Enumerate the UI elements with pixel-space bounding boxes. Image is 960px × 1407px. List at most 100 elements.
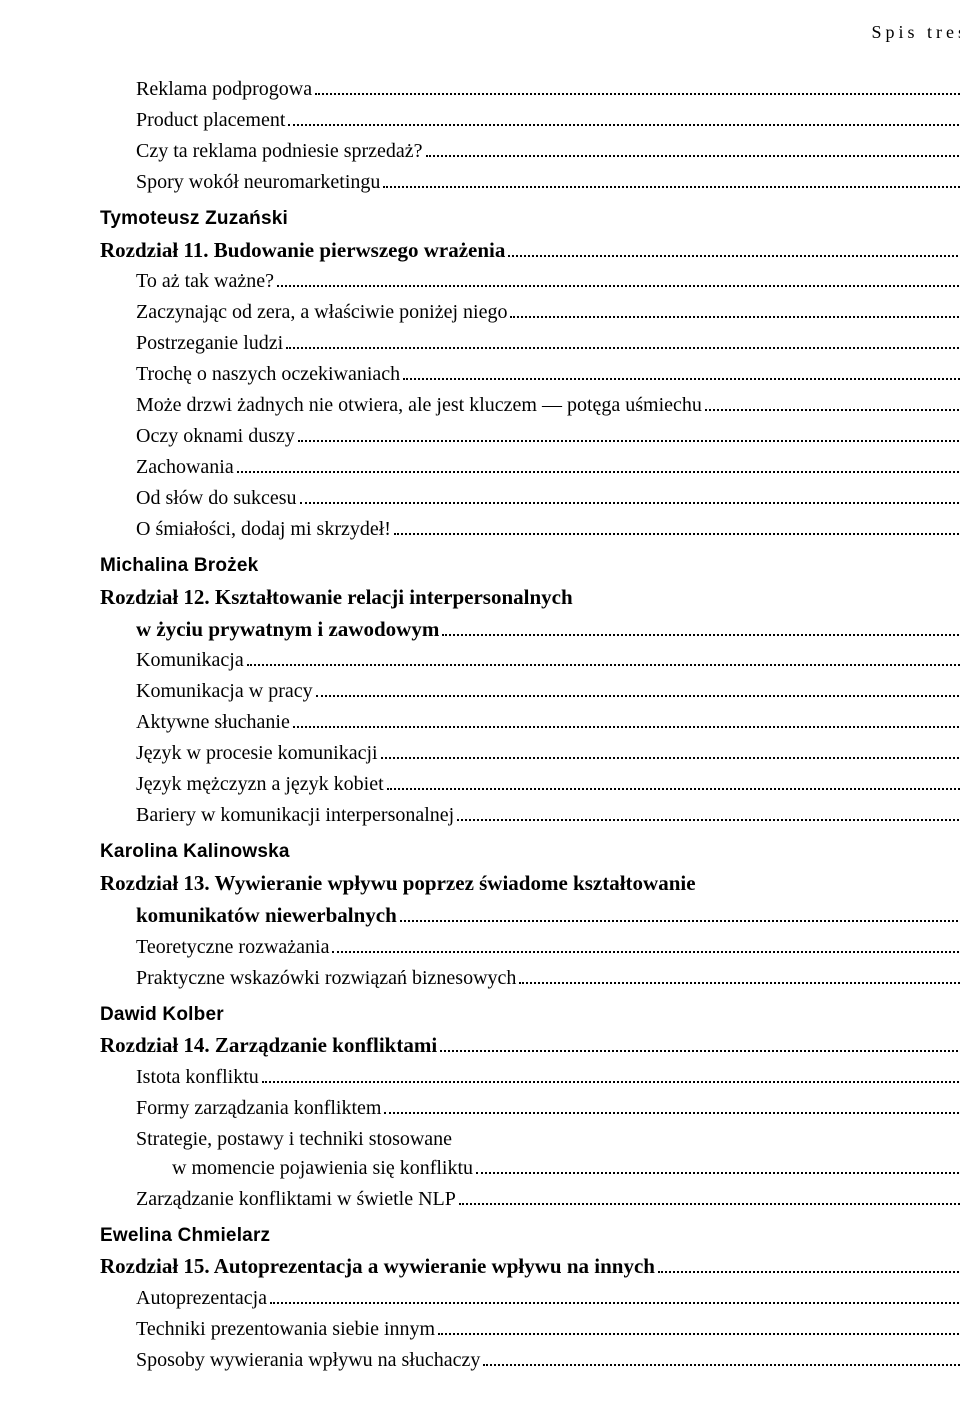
author-name: Ewelina Chmielarz [100,1222,960,1250]
toc-entry: Postrzeganie ludzi 135 [100,329,960,358]
chapter-title: Rozdział 14. Zarządzanie konfliktami [100,1030,437,1060]
chapter-title-text: Rozdział 13. Wywieranie wpływu poprzez ś… [100,871,696,895]
toc-entry: Od słów do sukcesu 140 [100,484,960,513]
entry-label: Zaczynając od zera, a właściwie poniżej … [136,298,507,327]
chapter-title: w życiu prywatnym i zawodowym [136,614,439,644]
toc-entry: Teoretyczne rozważania 166 [100,933,960,962]
entry-label: w momencie pojawienia się konfliktu [172,1154,473,1183]
entry-label: Oczy oknami duszy [136,422,295,451]
dot-leader [440,1050,960,1052]
running-head-label: Spis treści [872,19,960,45]
author-name: Michalina Brożek [100,552,960,580]
toc-entry: Trochę o naszych oczekiwaniach 136 [100,360,960,389]
entry-label: Postrzeganie ludzi [136,329,283,358]
toc-entry: Sposoby wywierania wpływu na słuchaczy 2… [100,1346,960,1375]
toc-entry: Spory wokół neuromarketingu 129 [100,168,960,197]
dot-leader [300,502,960,504]
toc-entry: Język mężczyzn a język kobiet 155 [100,770,960,799]
chapter-heading: Rozdział 11. Budowanie pierwszego wrażen… [100,235,960,265]
dot-leader [383,186,960,188]
entry-label-text: Strategie, postawy i techniki stosowane [136,1128,452,1150]
toc-entry: Zachowania 139 [100,453,960,482]
toc-entry: To aż tak ważne? 133 [100,267,960,296]
entry-label: Formy zarządzania konfliktem [136,1094,381,1123]
toc-entry: Język w procesie komunikacji 154 [100,739,960,768]
entry-label: Komunikacja [136,646,244,675]
dot-leader [381,757,960,759]
dot-leader [387,788,960,790]
entry-label: Aktywne słuchanie [136,708,290,737]
chapter-heading: Rozdział 15. Autoprezentacja a wywierani… [100,1251,960,1281]
toc-entry: Formy zarządzania konfliktem 185 [100,1094,960,1123]
dot-leader [400,920,960,922]
chapter-title-line1: Rozdział 12. Kształtowanie relacji inter… [100,582,960,612]
toc-entry: w momencie pojawienia się konfliktu 189 [100,1154,960,1183]
entry-label: Praktyczne wskazówki rozwiązań biznesowy… [136,964,516,993]
dot-leader [262,1081,960,1083]
entry-label: Bariery w komunikacji interpersonalnej [136,801,454,830]
dot-leader [298,440,960,442]
toc-entry: Aktywne słuchanie 151 [100,708,960,737]
entry-label-line1: Strategie, postawy i techniki stosowane [100,1125,960,1154]
chapter-heading: w życiu prywatnym i zawodowym 147 [100,614,960,644]
dot-leader [438,1333,960,1335]
toc-entry: Zarządzanie konfliktami w świetle NLP 19… [100,1185,960,1214]
dot-leader [277,285,960,287]
entry-label: To aż tak ważne? [136,267,274,296]
dot-leader [476,1172,960,1174]
dot-leader [426,155,960,157]
toc-entry: Istota konfliktu 183 [100,1063,960,1092]
entry-label: Komunikacja w pracy [136,677,313,706]
running-head: Spis treści 5 [100,18,960,47]
dot-leader [315,93,960,95]
toc-entry: Autoprezentacja 201 [100,1284,960,1313]
entry-label: Sposoby wywierania wpływu na słuchaczy [136,1346,480,1375]
dot-leader [442,634,960,636]
toc-entry: Praktyczne wskazówki rozwiązań biznesowy… [100,964,960,993]
dot-leader [288,124,960,126]
dot-leader [403,378,960,380]
entry-label: Zachowania [136,453,234,482]
dot-leader [519,982,960,984]
toc-entry: Bariery w komunikacji interpersonalnej 1… [100,801,960,830]
toc-entry: Komunikacja 147 [100,646,960,675]
dot-leader [384,1112,960,1114]
dot-leader [316,695,960,697]
dot-leader [394,533,960,535]
toc-entry: Czy ta reklama podniesie sprzedaż? 128 [100,137,960,166]
dot-leader [457,819,960,821]
chapter-heading: komunikatów niewerbalnych 165 [100,900,960,930]
author-name: Karolina Kalinowska [100,838,960,866]
dot-leader [332,951,960,953]
entry-label: Techniki prezentowania siebie innym [136,1315,435,1344]
entry-label: Teoretyczne rozważania [136,933,329,962]
chapter-title: Rozdział 15. Autoprezentacja a wywierani… [100,1251,655,1281]
toc-entry: Reklama podprogowa 126 [100,75,960,104]
dot-leader [270,1302,960,1304]
chapter-title-text: Rozdział 12. Kształtowanie relacji inter… [100,585,573,609]
author-name: Dawid Kolber [100,1001,960,1029]
dot-leader [483,1364,960,1366]
toc-entry: Techniki prezentowania siebie innym 202 [100,1315,960,1344]
toc-entry: Oczy oknami duszy 138 [100,422,960,451]
chapter-heading: Rozdział 14. Zarządzanie konfliktami 183 [100,1030,960,1060]
dot-leader [705,409,960,411]
toc-entry: Komunikacja w pracy 149 [100,677,960,706]
chapter-title-line1: Rozdział 13. Wywieranie wpływu poprzez ś… [100,868,960,898]
entry-label: Zarządzanie konfliktami w świetle NLP [136,1185,456,1214]
entry-label: Istota konfliktu [136,1063,259,1092]
entry-label: Autoprezentacja [136,1284,267,1313]
entry-label: Czy ta reklama podniesie sprzedaż? [136,137,423,166]
author-name: Tymoteusz Zuzański [100,205,960,233]
entry-label: Product placement [136,106,285,135]
dot-leader [658,1271,960,1273]
dot-leader [510,316,960,318]
chapter-title: komunikatów niewerbalnych [136,900,397,930]
entry-label: Może drzwi żadnych nie otwiera, ale jest… [136,391,702,420]
entry-label: Język w procesie komunikacji [136,739,378,768]
dot-leader [247,664,960,666]
toc-entry: O śmiałości, dodaj mi skrzydeł! 142 [100,515,960,544]
entry-label: Spory wokół neuromarketingu [136,168,380,197]
toc-entry: Product placement 127 [100,106,960,135]
entry-label: O śmiałości, dodaj mi skrzydeł! [136,515,391,544]
